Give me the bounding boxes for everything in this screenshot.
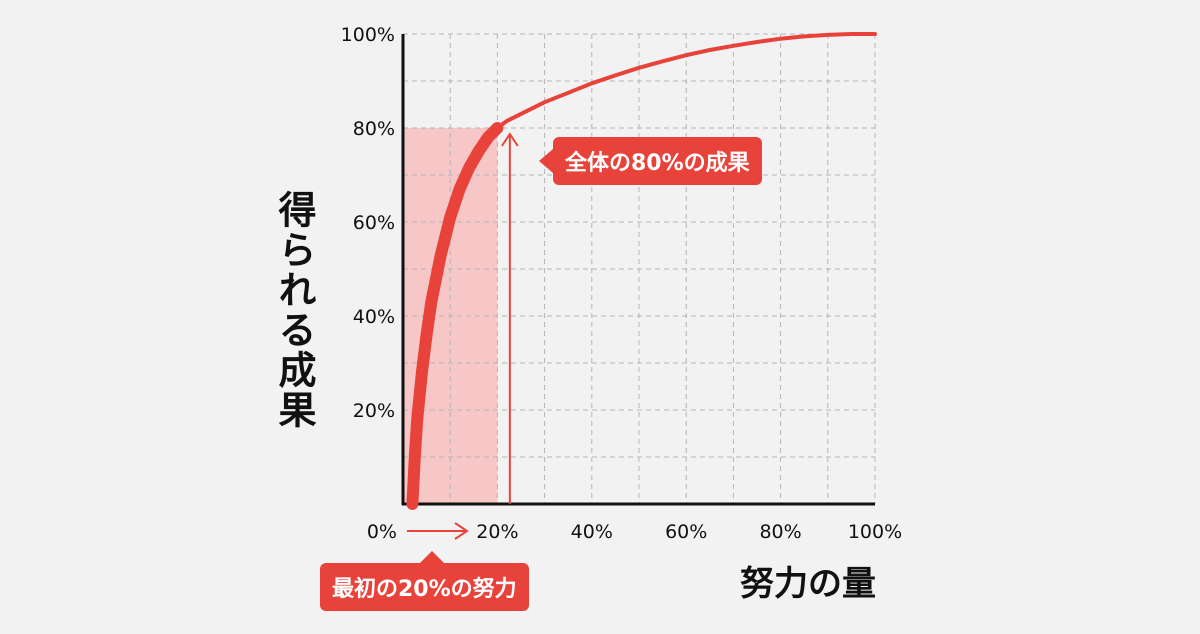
- x-tick-label: 60%: [665, 521, 707, 543]
- x-tick-label: 100%: [848, 521, 902, 543]
- x-tick-label: 80%: [759, 521, 801, 543]
- y-tick-label: 60%: [353, 212, 395, 234]
- annotation-20-percent-effort: 最初の20%の努力: [320, 551, 529, 611]
- y-axis-title: 得られる成果: [272, 190, 316, 430]
- y-tick-label: 40%: [353, 306, 395, 328]
- annotation-80-percent-result: 全体の80%の成果: [539, 137, 762, 185]
- x-tick-label: 0%: [367, 521, 397, 543]
- arrow-up-head: [501, 132, 519, 147]
- x-tick-label: 20%: [476, 521, 518, 543]
- curve-series-thick: [406, 122, 504, 510]
- y-tick-label: 80%: [353, 118, 395, 140]
- arrow-right-head: [454, 522, 469, 540]
- x-axis-title: 努力の量: [740, 564, 876, 604]
- y-tick-label: 20%: [353, 400, 395, 422]
- curve-series-thin: [495, 32, 877, 130]
- y-tick-label: 100%: [341, 24, 395, 46]
- x-tick-label: 40%: [571, 521, 613, 543]
